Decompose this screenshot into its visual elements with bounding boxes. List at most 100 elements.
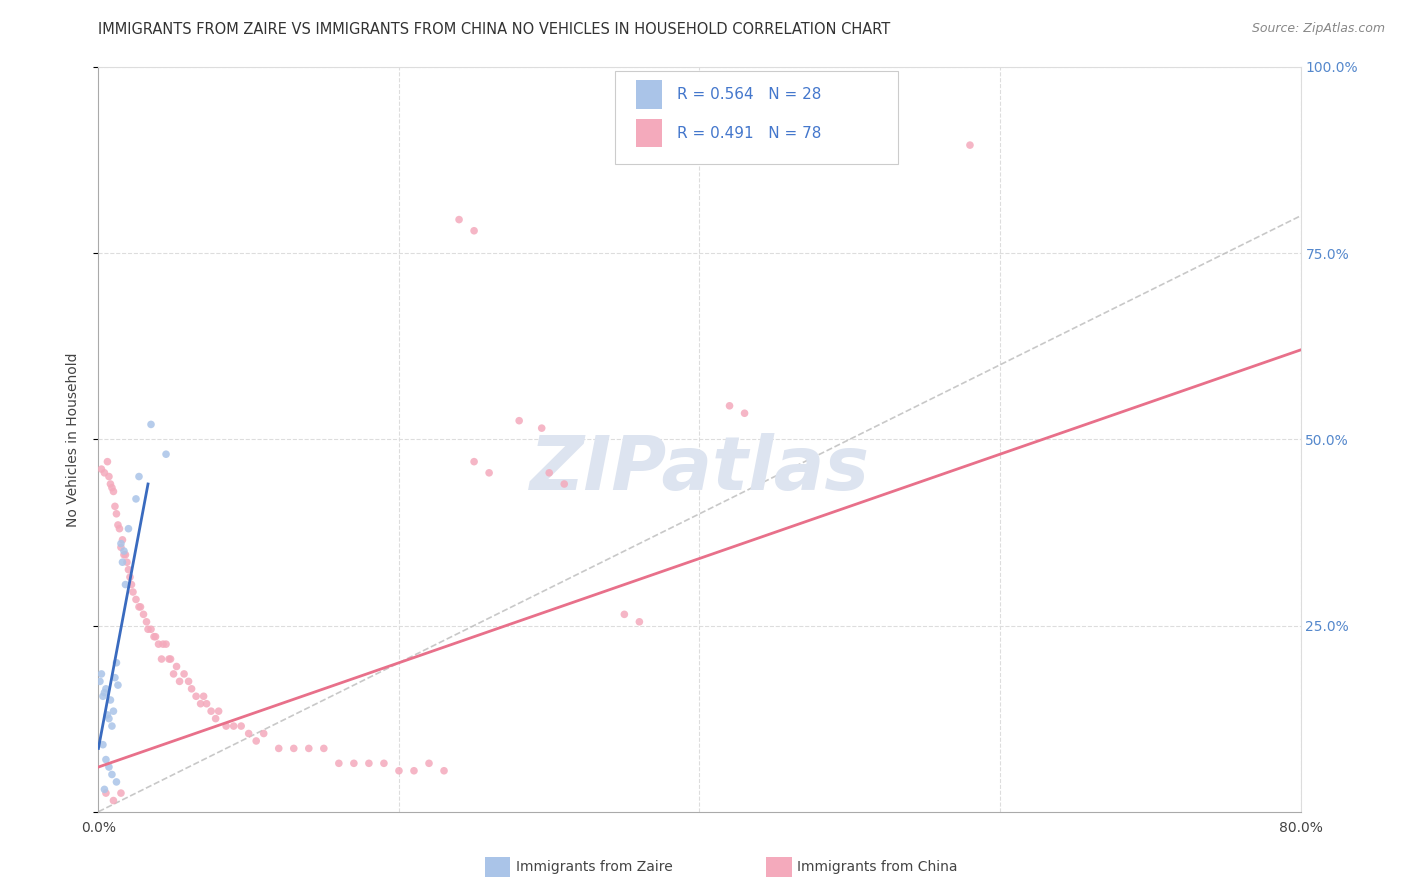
Point (215, 719, 238, 733)
Point (478, 466, 501, 480)
Point (373, 756, 395, 771)
Point (101, 481, 124, 495)
Point (508, 414, 530, 428)
Point (463, 224, 485, 238)
Point (530, 421, 553, 435)
FancyBboxPatch shape (636, 80, 662, 109)
Point (108, 522, 131, 536)
Point (105, 507, 128, 521)
Point (125, 491, 148, 506)
Point (101, 767, 124, 781)
Point (238, 726, 260, 740)
Point (118, 570, 141, 584)
Point (117, 563, 139, 577)
Point (208, 704, 231, 718)
Point (283, 741, 305, 756)
Point (298, 741, 321, 756)
Point (104, 500, 127, 514)
Point (433, 764, 456, 778)
Point (267, 741, 290, 756)
Point (90, 667, 112, 681)
Point (253, 726, 276, 740)
Point (195, 697, 218, 711)
Point (103, 704, 125, 718)
Text: R = 0.491   N = 78: R = 0.491 N = 78 (676, 126, 821, 141)
Point (107, 678, 129, 692)
Point (447, 212, 470, 227)
Point (245, 734, 267, 748)
Point (91, 738, 114, 752)
Point (107, 518, 129, 533)
Point (169, 674, 191, 689)
Point (148, 637, 170, 651)
Point (114, 548, 136, 562)
Point (136, 622, 159, 636)
Point (121, 577, 143, 591)
Text: ZIPatlas: ZIPatlas (530, 433, 869, 506)
Point (97, 760, 120, 774)
Point (93, 685, 115, 699)
Point (97, 712, 120, 726)
Text: IMMIGRANTS FROM ZAIRE VS IMMIGRANTS FROM CHINA NO VEHICLES IN HOUSEHOLD CORRELAT: IMMIGRANTS FROM ZAIRE VS IMMIGRANTS FROM… (98, 22, 890, 37)
Point (463, 455, 485, 469)
Point (96, 455, 118, 469)
Point (157, 652, 180, 666)
Point (388, 764, 411, 778)
Point (94, 786, 117, 800)
Point (100, 477, 122, 491)
Point (328, 756, 350, 771)
Point (93, 466, 115, 480)
Point (177, 674, 200, 689)
Point (94, 753, 117, 767)
Point (139, 417, 162, 432)
Point (204, 712, 226, 726)
Point (613, 607, 636, 622)
Point (180, 681, 202, 696)
Point (200, 704, 222, 718)
Point (155, 447, 177, 461)
Point (128, 599, 150, 614)
Point (100, 693, 122, 707)
Point (132, 607, 155, 622)
Text: Source: ZipAtlas.com: Source: ZipAtlas.com (1251, 22, 1385, 36)
Point (111, 533, 134, 547)
Point (96, 707, 118, 722)
Text: Immigrants from Zaire: Immigrants from Zaire (516, 860, 672, 874)
Point (734, 406, 756, 420)
Point (110, 786, 132, 800)
FancyBboxPatch shape (636, 119, 662, 147)
Point (152, 637, 174, 651)
Point (104, 671, 127, 685)
Point (312, 741, 335, 756)
Point (103, 484, 125, 499)
Text: R = 0.564   N = 28: R = 0.564 N = 28 (676, 87, 821, 102)
Point (959, 138, 981, 153)
Point (184, 690, 207, 704)
Point (166, 659, 188, 673)
Point (97, 469, 120, 483)
Point (553, 477, 575, 491)
Point (89, 674, 111, 689)
Point (117, 522, 139, 536)
Point (231, 719, 253, 733)
Point (90, 462, 112, 476)
Point (128, 469, 150, 483)
Point (105, 775, 128, 789)
Point (418, 756, 440, 771)
Point (402, 764, 425, 778)
Point (162, 667, 184, 681)
Y-axis label: No Vehicles in Household: No Vehicles in Household (66, 352, 80, 526)
Point (94, 681, 117, 696)
Point (143, 630, 166, 644)
Point (105, 656, 128, 670)
Point (150, 652, 173, 666)
Point (343, 756, 366, 771)
Point (129, 599, 152, 614)
Point (122, 585, 145, 599)
Text: Immigrants from China: Immigrants from China (797, 860, 957, 874)
Point (103, 793, 125, 807)
Point (101, 719, 124, 733)
Point (173, 667, 195, 681)
Point (91, 690, 114, 704)
Point (112, 544, 135, 558)
